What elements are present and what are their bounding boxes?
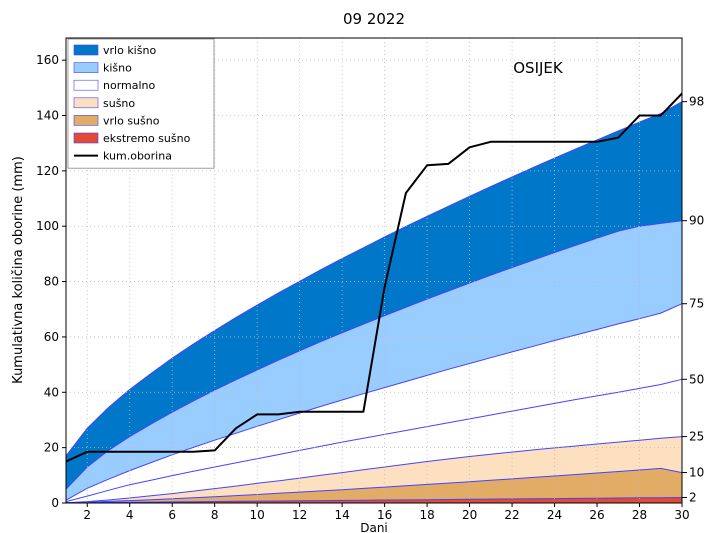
y-tick-label: 80	[44, 275, 59, 289]
percentile-line-90	[65, 220, 683, 490]
band-very-wet	[66, 101, 682, 490]
percentile-line-98	[65, 101, 683, 457]
chart-title: 09 2022	[343, 10, 405, 28]
legend-label: sušno	[103, 97, 135, 110]
y-tick-label: 160	[36, 53, 59, 67]
series-line-kum-oborina	[65, 92, 683, 463]
legend-swatch	[73, 79, 99, 91]
x-tick-label: 2	[83, 508, 91, 522]
legend-swatch	[73, 97, 99, 109]
x-tick-label: 14	[334, 508, 349, 522]
legend-swatch	[73, 132, 99, 144]
percentile-bands	[65, 101, 683, 504]
y-tick-label: 20	[44, 441, 59, 455]
y-tick-label: 0	[51, 496, 59, 510]
legend-label: vrlo kišno	[103, 44, 156, 57]
x-tick-label: 16	[377, 508, 392, 522]
legend-label: vrlo sušno	[103, 114, 160, 127]
legend: vrlo kišno kišno normalno sušno vrlo sušno ek…	[67, 38, 215, 169]
x-tick-label: 4	[126, 508, 134, 522]
plot-area	[65, 37, 683, 504]
y-axis: 0 20 40 60 80 100 120 140 160	[36, 53, 66, 510]
percentile-label: 2	[689, 490, 697, 504]
station-annotation: OSIJEK	[513, 59, 564, 77]
x-tick-label: 8	[211, 508, 219, 522]
x-tick-label: 26	[589, 508, 604, 522]
x-tick-label: 10	[250, 508, 265, 522]
percentile-label: 10	[689, 466, 704, 480]
x-tick-label: 20	[462, 508, 477, 522]
x-axis: 2 4 6 8 10 12 14 16 18 20 22 24 26 28 30	[83, 503, 690, 522]
plot-frame	[65, 37, 683, 504]
x-tick-label: 18	[419, 508, 434, 522]
percentile-label: 98	[689, 95, 704, 109]
band-very-dry	[66, 468, 682, 503]
y-tick-label: 40	[44, 385, 59, 399]
band-wet	[66, 220, 682, 501]
y-axis-label: Kumulativna količina oborine (mm)	[11, 156, 26, 384]
percentile-line-75	[65, 303, 683, 501]
band-dry	[66, 436, 682, 503]
series-layer	[65, 92, 683, 463]
percentile-label: 90	[689, 214, 704, 228]
x-tick-label: 28	[632, 508, 647, 522]
percentile-line-50	[65, 378, 683, 503]
percentile-label: 75	[689, 297, 704, 311]
legend-swatch	[73, 115, 99, 126]
percentile-line-10	[65, 467, 683, 504]
x-tick-label: 30	[674, 508, 689, 522]
legend-label: normalno	[103, 79, 156, 92]
x-tick-label: 12	[292, 508, 307, 522]
x-tick-label: 24	[547, 508, 562, 522]
x-tick-label: 22	[504, 508, 519, 522]
legend-swatch	[73, 62, 99, 73]
legend-label: ekstremo sušno	[103, 132, 191, 145]
y-tick-label: 140	[36, 109, 59, 123]
band-normal	[66, 303, 682, 503]
legend-swatch	[73, 44, 99, 56]
legend-label: kišno	[103, 62, 132, 75]
x-axis-label: Dani	[360, 521, 388, 533]
legend-label: kum.oborina	[103, 150, 172, 163]
y-tick-label: 60	[44, 330, 59, 344]
y-tick-label: 120	[36, 164, 59, 178]
percentile-line-2	[65, 497, 683, 504]
percentile-label: 50	[689, 372, 704, 386]
percentile-line-25	[65, 436, 683, 504]
y-tick-label: 100	[36, 219, 59, 233]
x-tick-label: 6	[168, 508, 176, 522]
percentile-label: 25	[689, 430, 704, 444]
percentile-labels: 2 10 25 50 75 90 98	[682, 95, 704, 504]
